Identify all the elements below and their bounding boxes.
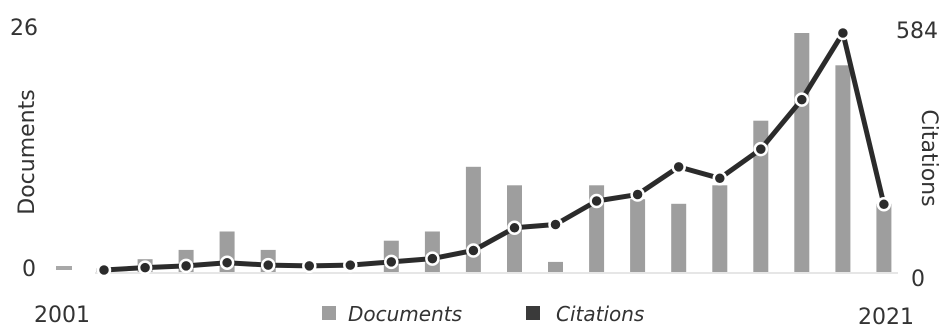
y-right-top-tick: 584: [896, 19, 938, 44]
documents-bar-2015: [671, 203, 687, 273]
documents-bar-2019: [835, 65, 851, 273]
documents-bar-2020: [876, 203, 892, 273]
documents-bar-2012: [548, 261, 563, 273]
citations-point-2012: [548, 217, 563, 232]
citations-point-2019: [835, 25, 851, 41]
documents-bar-2013: [589, 185, 605, 273]
citations-point-2011: [507, 220, 522, 236]
citations-point-2010: [466, 243, 481, 258]
citations-point-2005: [260, 257, 276, 273]
y-right-bottom-tick: 0: [911, 267, 925, 292]
documents-bar-2014: [630, 199, 646, 273]
documents-bar-2018: [794, 33, 810, 273]
x-tick-end: 2021: [858, 305, 914, 328]
citations-point-2013: [589, 193, 604, 209]
citations-point-2006: [302, 258, 317, 274]
citations-point-2017: [753, 141, 769, 157]
citations-line-layer: [96, 25, 892, 278]
legend-documents-swatch: [322, 306, 336, 320]
citations-point-2020: [876, 197, 892, 212]
y-left-top-tick: 26: [10, 16, 38, 41]
citations-point-2009: [425, 251, 440, 266]
citations-point-2015: [671, 159, 686, 175]
citations-point-2008: [384, 254, 399, 270]
x-tick-start: 2001: [34, 303, 90, 328]
y-left-bottom-tick: 0: [22, 257, 36, 282]
legend-citations-label: Citations: [556, 302, 644, 326]
citations-point-2001: [96, 262, 112, 278]
documents-bar-2017: [753, 120, 769, 273]
citations-point-2014: [630, 187, 645, 202]
legend-citations-swatch: [526, 306, 540, 320]
y-right-axis-title: Citations: [916, 109, 941, 206]
citations-point-2018: [794, 92, 810, 107]
documents-bar-2016: [712, 185, 728, 273]
legend: Documents Citations: [322, 302, 644, 326]
citations-point-2003: [178, 258, 194, 274]
citations-point-2004: [219, 255, 235, 270]
y-left-axis-title: Documents: [15, 89, 40, 214]
citations-point-2007: [343, 257, 358, 273]
legend-documents-label: Documents: [348, 302, 462, 326]
citations-point-2002: [137, 260, 153, 275]
citations-point-2016: [712, 171, 728, 186]
